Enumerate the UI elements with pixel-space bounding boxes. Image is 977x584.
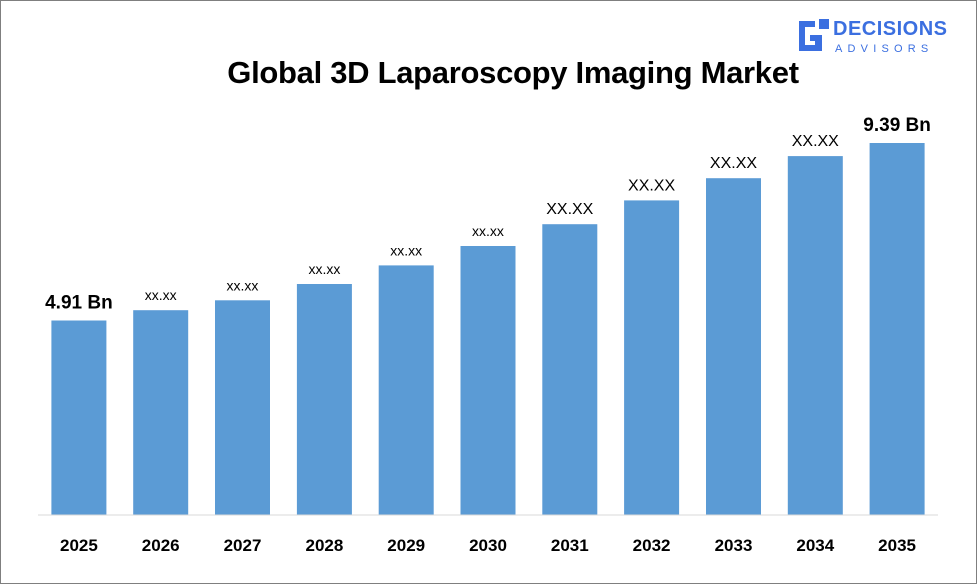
x-tick-label-2032: 2032 — [633, 536, 671, 555]
bar-2032 — [624, 200, 680, 515]
labels-layer: 4.91 Bn xx.xx xx.xx xx.xx xx.xx xx.xx XX.XX XX.… — [45, 115, 931, 314]
bar-2028 — [296, 284, 352, 515]
data-label-2030: xx.xx — [472, 223, 504, 239]
bar-2026 — [133, 310, 189, 515]
data-label-2034: XX.XX — [792, 133, 839, 150]
bar-2027 — [215, 300, 270, 515]
brand-logo: DECISIONS ADVISORS — [795, 15, 965, 57]
data-label-2029: xx.xx — [390, 242, 422, 258]
bars-layer — [51, 143, 925, 515]
brand-logo-name: DECISIONS — [833, 18, 948, 40]
brand-logo-icon — [799, 19, 829, 51]
bar-2035 — [869, 143, 925, 515]
data-label-2032: XX.XX — [628, 177, 675, 194]
x-tick-label-2035: 2035 — [878, 536, 916, 555]
ticks-layer: 2025 2026 2027 2028 2029 2030 2031 2032 2033 2034… — [60, 536, 916, 555]
chart-title: Global 3D Laparoscopy Imaging Market — [227, 55, 799, 90]
x-tick-label-2029: 2029 — [387, 536, 425, 555]
x-tick-label-2025: 2025 — [60, 536, 98, 555]
data-label-2028: xx.xx — [308, 261, 340, 277]
x-tick-label-2031: 2031 — [551, 536, 589, 555]
data-label-2025: 4.91 Bn — [45, 293, 113, 314]
x-tick-label-2034: 2034 — [796, 536, 834, 555]
x-tick-label-2027: 2027 — [224, 536, 262, 555]
bar-2030 — [460, 246, 516, 515]
data-label-2026: xx.xx — [145, 287, 177, 303]
data-label-2033: XX.XX — [710, 155, 757, 172]
bar-2031 — [542, 224, 598, 515]
data-label-2027: xx.xx — [227, 277, 259, 293]
bar-2033 — [706, 178, 761, 515]
data-label-2031: XX.XX — [546, 201, 593, 218]
bar-2034 — [787, 156, 843, 515]
brand-logo-tagline: ADVISORS — [835, 43, 934, 55]
x-tick-label-2028: 2028 — [305, 536, 343, 555]
x-tick-label-2026: 2026 — [142, 536, 180, 555]
bar-2025 — [51, 320, 107, 515]
bar-2029 — [378, 265, 434, 515]
x-tick-label-2033: 2033 — [715, 536, 753, 555]
data-label-2035: 9.39 Bn — [863, 115, 931, 136]
x-tick-label-2030: 2030 — [469, 536, 507, 555]
